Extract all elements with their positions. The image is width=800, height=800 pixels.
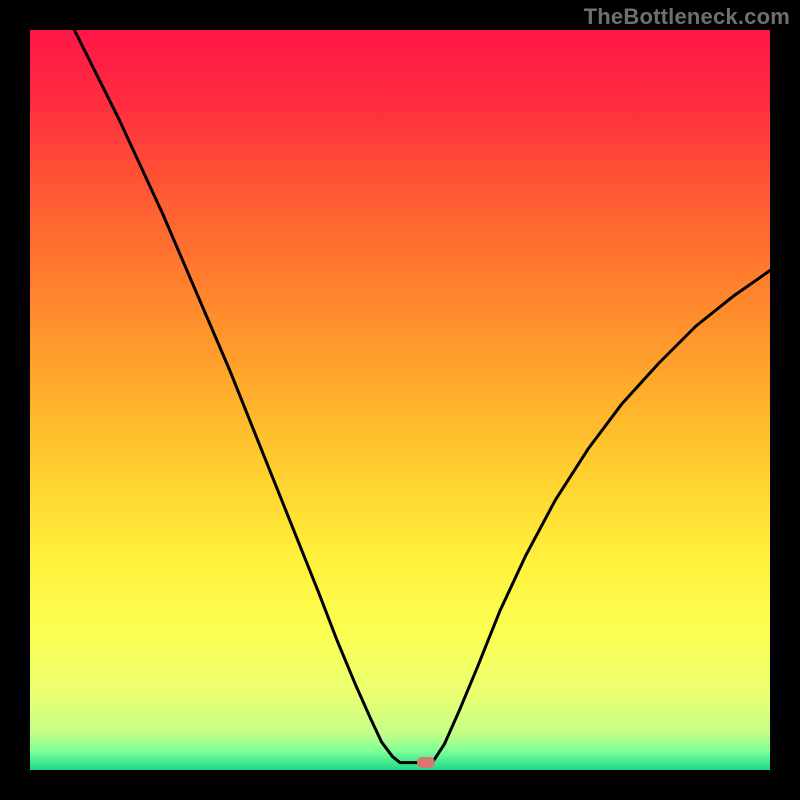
watermark-text: TheBottleneck.com: [584, 4, 790, 30]
optimum-marker: [417, 757, 435, 768]
chart-plot-area: [30, 30, 770, 770]
bottleneck-chart-svg: [0, 0, 800, 800]
